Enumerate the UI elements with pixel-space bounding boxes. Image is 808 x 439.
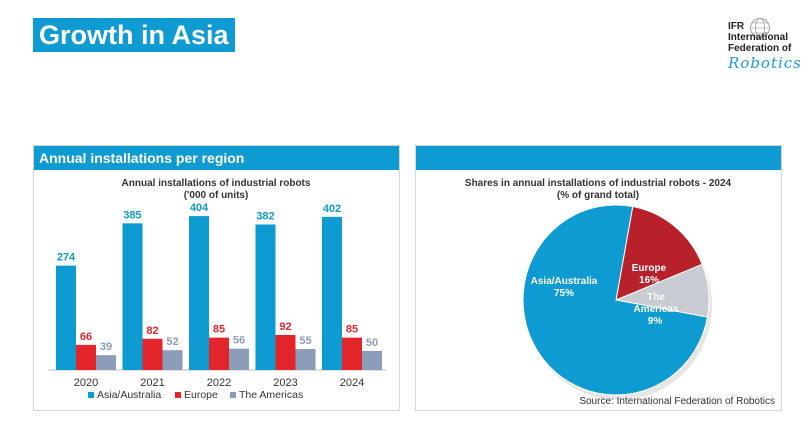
pie-label-name: Asia/Australia <box>531 276 598 287</box>
bar-value-label: 56 <box>233 335 245 347</box>
legend-swatch <box>230 392 236 398</box>
pie-panel-header <box>416 146 781 170</box>
bar-value-label: 39 <box>100 341 112 353</box>
x-tick-label: 2023 <box>273 377 297 389</box>
bar-the-americas-2022 <box>229 348 249 370</box>
bar-chart-subtitle: ('000 of units) <box>184 190 249 201</box>
page-title: Growth in Asia <box>33 18 235 52</box>
bar-value-label: 82 <box>146 325 158 337</box>
bar-chart: Annual installations of industrial robot… <box>48 178 386 401</box>
bar-value-label: 274 <box>57 252 76 264</box>
pie-chart-panel: Shares in annual installations of indust… <box>415 145 782 411</box>
bar-chart-title: Annual installations of industrial robot… <box>122 178 311 189</box>
bar-the-americas-2020 <box>96 355 116 370</box>
bar-the-americas-2023 <box>295 349 316 370</box>
bar-panel-header: Annual installations per region <box>34 146 399 170</box>
pie-chart: Shares in annual installations of indust… <box>465 178 775 407</box>
bar-value-label: 85 <box>346 324 358 336</box>
bar-value-label: 402 <box>323 203 341 215</box>
source-note: Source: International Federation of Robo… <box>579 396 775 407</box>
bar-panel-header-text: Annual installations per region <box>39 150 245 166</box>
pie-label-value: 9% <box>648 316 663 327</box>
x-tick-label: 2024 <box>340 377 364 389</box>
ifr-logo: IFR International Federation of Robotics <box>728 18 808 73</box>
legend-label: Asia/Australia <box>97 389 161 401</box>
bar-europe-2023 <box>275 334 296 370</box>
bar-value-label: 66 <box>80 331 92 343</box>
globe-icon <box>750 18 770 38</box>
pie-chart-subtitle: (% of grand total) <box>557 190 639 201</box>
bar-value-label: 50 <box>366 337 378 349</box>
pie-label-value: 75% <box>554 288 574 299</box>
bar-value-label: 85 <box>213 324 225 336</box>
bar-value-label: 55 <box>299 335 311 347</box>
bar-the-americas-2021 <box>162 350 183 370</box>
bar-value-label: 92 <box>279 321 291 333</box>
bar-value-label: 52 <box>166 336 178 348</box>
pie-label-name: Europe <box>632 263 667 274</box>
pie-label-value: 16% <box>639 275 659 286</box>
legend-label: The Americas <box>239 389 303 401</box>
legend-label: Europe <box>184 389 218 401</box>
pie-slice-europe <box>615 205 703 301</box>
logo-line-international: International <box>728 32 789 43</box>
bar-value-label: 382 <box>256 210 274 222</box>
logo-line-robotics: Robotics <box>728 54 802 72</box>
bar-asia-australia-2023 <box>255 224 276 370</box>
x-tick-label: 2020 <box>74 377 98 389</box>
bar-europe-2022 <box>209 337 229 370</box>
bar-europe-2024 <box>342 337 362 370</box>
bar-europe-2021 <box>142 338 163 370</box>
pie-label-name: The <box>647 292 665 303</box>
bar-value-label: 385 <box>123 209 141 221</box>
x-tick-label: 2022 <box>207 377 231 389</box>
pie-label-name: Americas <box>633 304 678 315</box>
logo-line-ifr: IFR <box>728 21 745 32</box>
bar-value-label: 404 <box>190 202 209 214</box>
bar-asia-australia-2020 <box>56 265 76 370</box>
bar-asia-australia-2021 <box>122 223 143 370</box>
legend-swatch <box>175 392 181 398</box>
bar-asia-australia-2022 <box>189 216 209 370</box>
bar-asia-australia-2024 <box>322 216 342 370</box>
logo-line-federation: Federation of <box>728 43 792 54</box>
pie-chart-title: Shares in annual installations of indust… <box>465 178 732 189</box>
pie-slice-asia-australia <box>522 204 709 396</box>
legend-swatch <box>88 392 94 398</box>
x-tick-label: 2021 <box>140 377 164 389</box>
bar-europe-2020 <box>76 344 96 370</box>
bar-the-americas-2024 <box>362 350 382 370</box>
bar-chart-panel: Annual installations per region Annual i… <box>33 145 400 411</box>
